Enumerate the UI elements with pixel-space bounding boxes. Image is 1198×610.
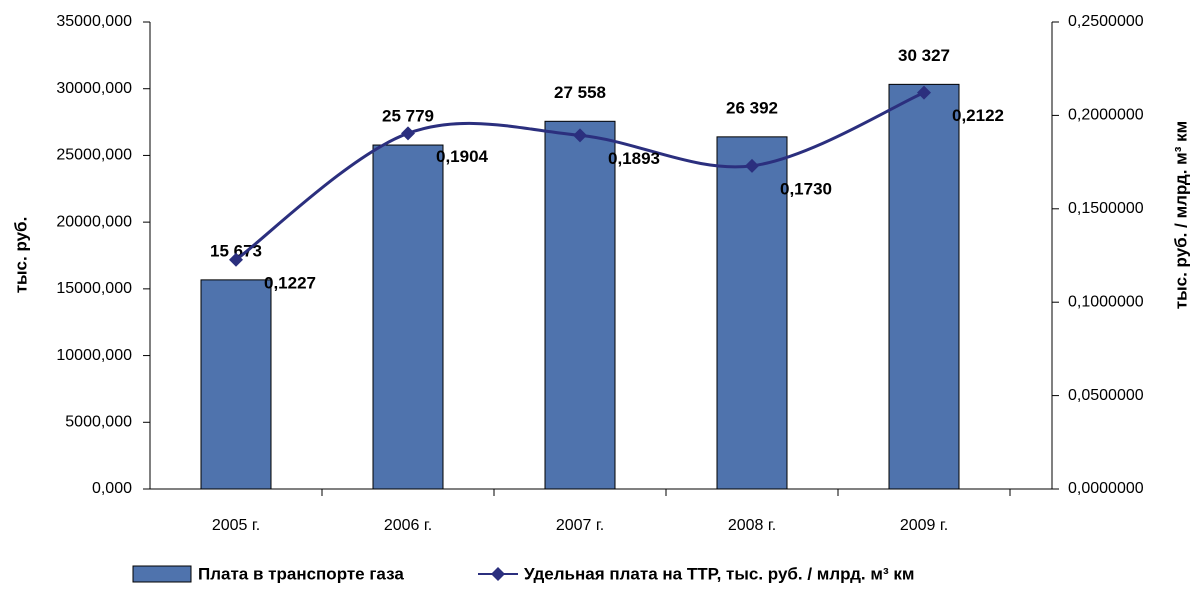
bar-value-label: 30 327 (898, 46, 950, 65)
line-value-label: 0,2122 (952, 106, 1004, 125)
y-tick-label: 10000,000 (56, 347, 132, 364)
bar (544, 120, 616, 490)
x-tick-label: 2009 г. (900, 517, 948, 534)
bar (888, 83, 960, 490)
legend-label: Удельная плата на ТТР, тыс. руб. / млрд.… (524, 564, 914, 583)
line-value-label: 0,1730 (780, 179, 832, 198)
y-tick-label: 15000,000 (56, 280, 132, 297)
y-tick-label: 5000,000 (65, 414, 132, 431)
bar-value-label: 25 779 (382, 107, 434, 126)
x-tick-label: 2008 г. (728, 517, 776, 534)
line-value-label: 0,1227 (264, 273, 316, 292)
line-value-label: 0,1904 (436, 147, 489, 166)
line-marker (401, 126, 415, 141)
y-tick-label: 0,000 (92, 480, 132, 497)
y2-tick-label: 0,2500000 (1068, 13, 1144, 30)
line-value-label: 0,1893 (608, 149, 660, 168)
bar (372, 144, 444, 490)
x-tick-label: 2006 г. (384, 517, 432, 534)
y2-axis-title: тыс. руб. / млрд. м³ км (1171, 121, 1190, 309)
y-tick-label: 20000,000 (56, 213, 132, 230)
legend-swatch (132, 565, 192, 583)
line-marker (745, 158, 759, 173)
line-marker (917, 85, 931, 100)
bar-value-label: 15 673 (210, 241, 262, 260)
bar (716, 136, 788, 490)
y2-tick-label: 0,0000000 (1068, 480, 1144, 497)
y2-tick-label: 0,1000000 (1068, 293, 1144, 310)
y-tick-label: 25000,000 (56, 147, 132, 164)
y-tick-label: 35000,000 (56, 13, 132, 30)
x-tick-label: 2005 г. (212, 517, 260, 534)
y2-tick-label: 0,2000000 (1068, 107, 1144, 124)
line-marker (573, 128, 587, 143)
bar-value-label: 27 558 (554, 83, 606, 102)
legend-marker (491, 567, 505, 581)
bar-value-label: 26 392 (726, 98, 778, 117)
y-tick-label: 30000,000 (56, 80, 132, 97)
bar (200, 279, 272, 490)
x-tick-label: 2007 г. (556, 517, 604, 534)
y2-tick-label: 0,0500000 (1068, 387, 1144, 404)
line-marker (229, 252, 243, 267)
legend-label: Плата в транспорте газа (198, 564, 404, 583)
y-axis-title: тыс. руб. (11, 217, 30, 294)
y2-tick-label: 0,1500000 (1068, 200, 1144, 217)
